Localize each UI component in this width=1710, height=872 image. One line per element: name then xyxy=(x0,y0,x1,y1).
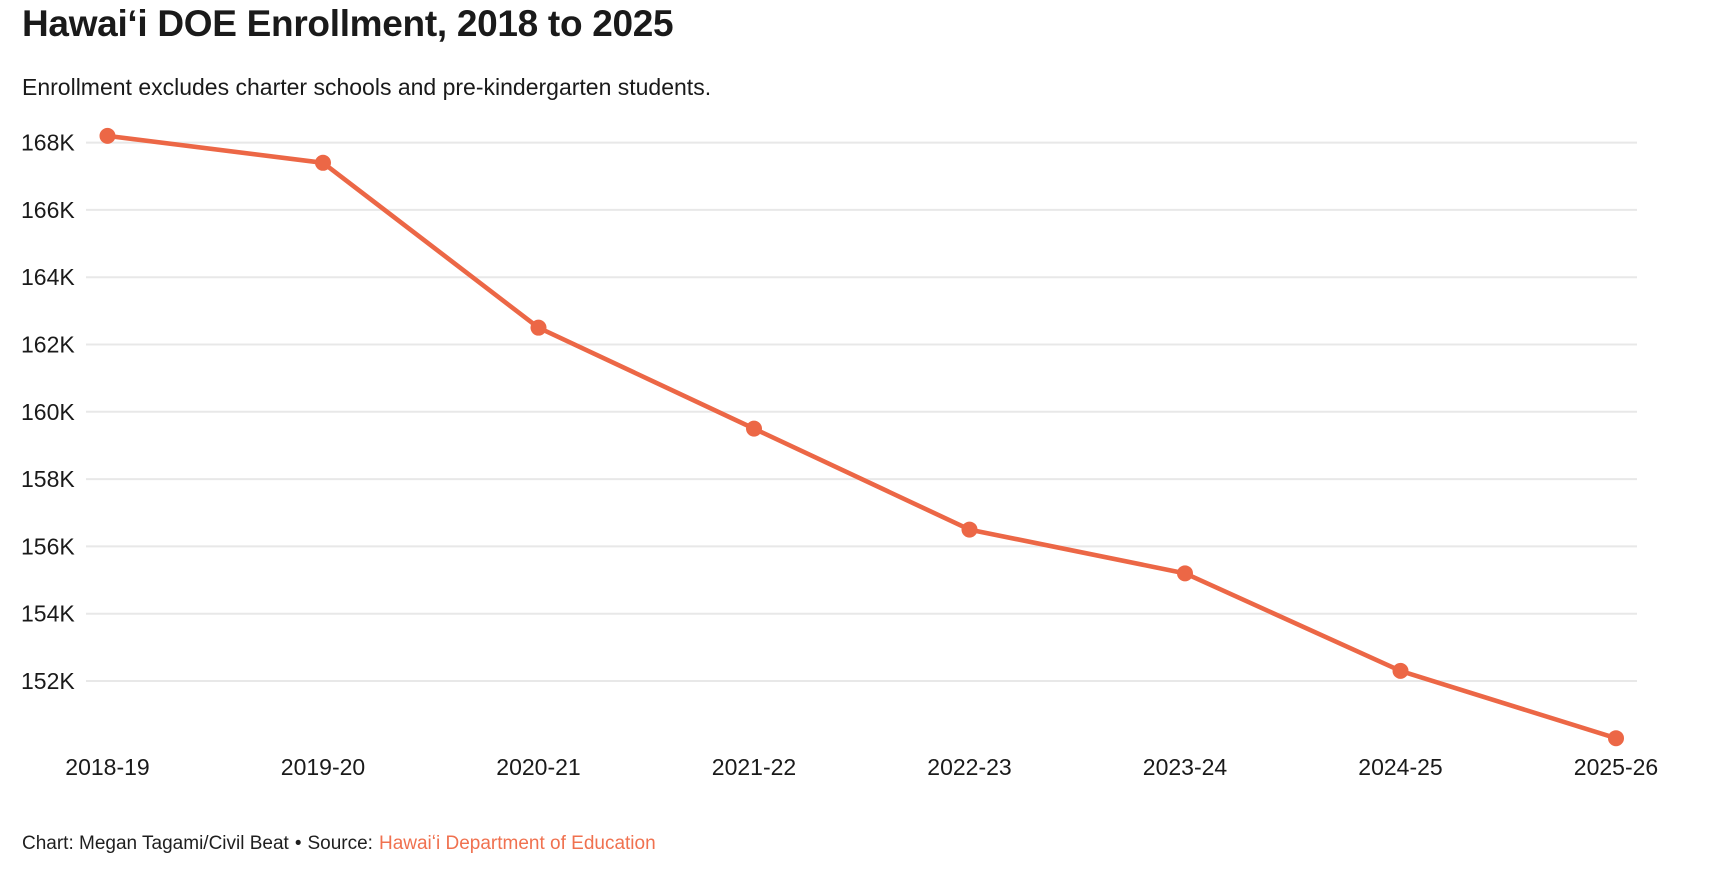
data-point[interactable] xyxy=(1177,565,1193,582)
y-axis-tick-label: 160K xyxy=(21,399,75,425)
x-axis-tick-label: 2025-26 xyxy=(1574,754,1658,780)
y-axis-tick-label: 154K xyxy=(21,601,75,627)
x-axis-tick-label: 2022-23 xyxy=(927,754,1011,780)
data-point[interactable] xyxy=(530,319,547,336)
y-axis-tick-label: 158K xyxy=(21,466,75,492)
x-axis-tick-label: 2019-20 xyxy=(281,754,365,780)
x-axis-tick-label: 2023-24 xyxy=(1143,754,1228,780)
y-axis-tick-label: 152K xyxy=(21,668,75,694)
y-axis-tick-label: 166K xyxy=(21,197,75,223)
data-point[interactable] xyxy=(1608,730,1624,747)
y-axis-tick-label: 168K xyxy=(21,130,75,156)
chart-title: Hawaiʻi DOE Enrollment, 2018 to 2025 xyxy=(22,3,674,44)
x-axis-tick-label: 2018-19 xyxy=(65,754,149,780)
data-point[interactable] xyxy=(99,127,116,144)
x-axis-tick-label: 2020-21 xyxy=(496,754,580,780)
line-chart-svg: 168K 166K 164K 162K 160K 158K 156K 154K 152K 2018… xyxy=(21,127,1658,780)
y-axis-tick-label: 156K xyxy=(21,533,75,559)
data-point[interactable] xyxy=(961,521,978,538)
data-point[interactable] xyxy=(1392,662,1409,679)
footer-separator: • xyxy=(294,833,302,854)
y-axis-tick-label: 164K xyxy=(21,264,75,290)
x-axis-tick-label: 2021-22 xyxy=(712,754,796,780)
chart-subtitle: Enrollment excludes charter schools and … xyxy=(22,74,712,100)
data-point[interactable] xyxy=(315,154,331,171)
data-point[interactable] xyxy=(746,420,762,437)
enrollment-line xyxy=(105,133,1619,741)
y-axis-tick-label: 162K xyxy=(21,332,75,358)
source-link[interactable]: Hawaiʻi Department of Education xyxy=(378,833,656,854)
enrollment-line-chart: 168K 166K 164K 162K 160K 158K 156K 154K 152K 2018… xyxy=(0,105,1710,805)
source-label: Source: xyxy=(307,833,373,854)
chart-credit: Chart: Megan Tagami/Civil Beat xyxy=(22,833,289,854)
chart-footer: Chart: Megan Tagami/Civil Beat • Source:… xyxy=(22,833,656,855)
x-axis-tick-label: 2024-25 xyxy=(1358,754,1442,780)
